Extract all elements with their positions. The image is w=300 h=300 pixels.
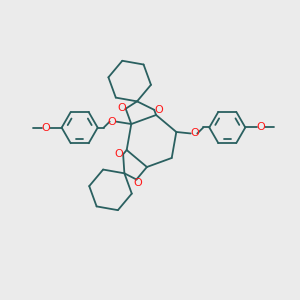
Text: O: O bbox=[134, 178, 142, 188]
Text: O: O bbox=[154, 105, 163, 116]
Text: O: O bbox=[256, 122, 265, 133]
Text: O: O bbox=[108, 117, 116, 127]
Text: O: O bbox=[190, 128, 199, 139]
Text: O: O bbox=[117, 103, 126, 113]
Text: O: O bbox=[42, 123, 50, 133]
Text: O: O bbox=[115, 149, 123, 159]
